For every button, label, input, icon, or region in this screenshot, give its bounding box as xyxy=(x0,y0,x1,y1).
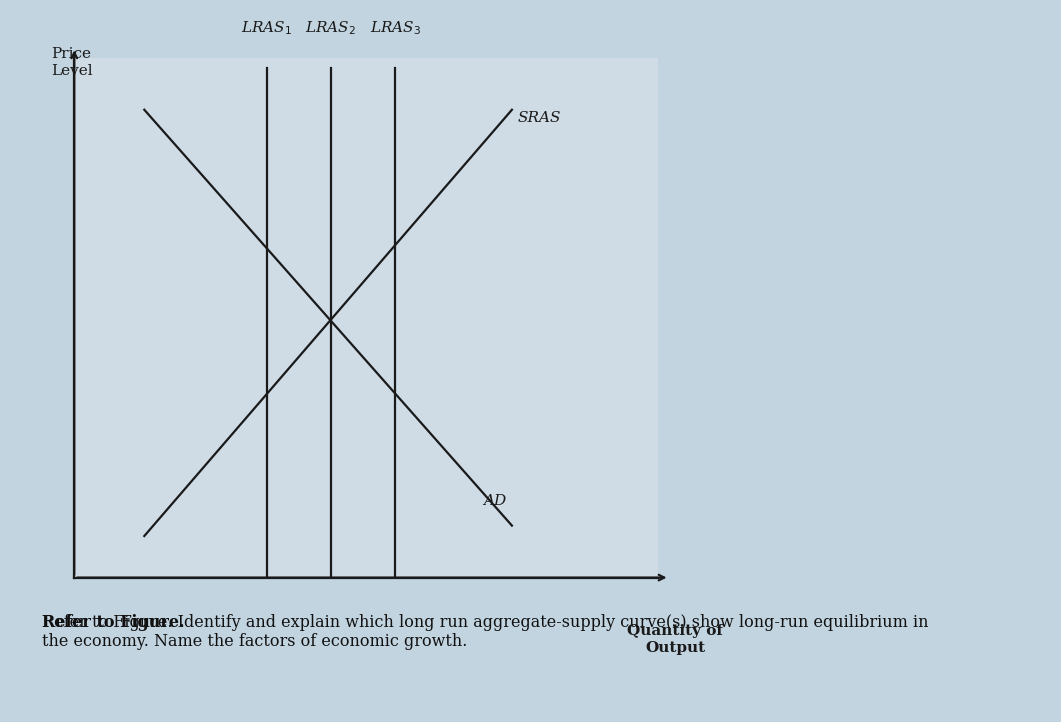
Text: AD: AD xyxy=(483,495,506,508)
Text: LRAS$_3$: LRAS$_3$ xyxy=(369,19,421,37)
Text: Price
Level: Price Level xyxy=(51,48,92,77)
Text: Refer to Figure.: Refer to Figure. xyxy=(42,614,185,631)
Text: Refer to Figure. Identify and explain which long run aggregate-supply curve(s) s: Refer to Figure. Identify and explain wh… xyxy=(42,614,929,651)
Text: LRAS$_2$: LRAS$_2$ xyxy=(306,19,356,37)
Text: SRAS: SRAS xyxy=(518,111,561,126)
Text: LRAS$_1$: LRAS$_1$ xyxy=(241,19,293,37)
Text: Quantity of
Output: Quantity of Output xyxy=(627,625,724,655)
